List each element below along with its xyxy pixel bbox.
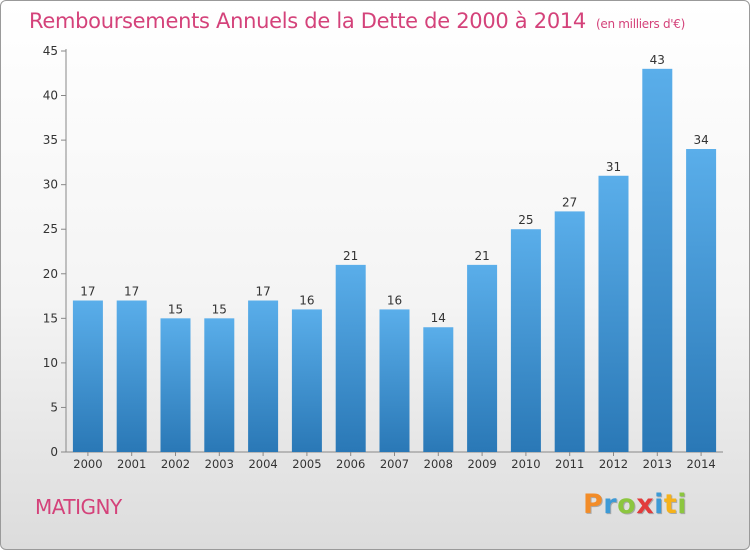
x-tick-label-2005: 2005 xyxy=(292,457,321,471)
x-tick-label-2009: 2009 xyxy=(467,457,496,471)
proxiti-logo: Proxiti xyxy=(583,489,687,520)
chart-title: Remboursements Annuels de la Dette de 20… xyxy=(29,9,685,33)
title-text: Remboursements Annuels de la Dette de 20… xyxy=(29,9,586,33)
bar-2010 xyxy=(510,229,541,452)
bar-2007 xyxy=(379,309,410,452)
data-label-2011: 27 xyxy=(562,195,577,209)
logo-letter: i xyxy=(677,489,688,520)
y-tick-label-35: 35 xyxy=(43,133,58,147)
logo-letter: o xyxy=(617,489,637,520)
data-label-2008: 14 xyxy=(431,311,446,325)
logo-letter: t xyxy=(663,489,678,520)
bar-2003 xyxy=(204,318,235,452)
x-tick-label-2008: 2008 xyxy=(424,457,453,471)
logo-letter: x xyxy=(636,489,655,520)
x-tick-label-2012: 2012 xyxy=(599,457,628,471)
bar-2012 xyxy=(598,175,629,452)
data-label-2012: 31 xyxy=(606,160,621,174)
city-name: MATIGNY xyxy=(35,495,122,519)
data-label-2009: 21 xyxy=(474,249,489,263)
x-tick-label-2000: 2000 xyxy=(73,457,102,471)
data-label-2010: 25 xyxy=(518,213,533,227)
data-label-2007: 16 xyxy=(387,293,402,307)
x-tick-label-2007: 2007 xyxy=(380,457,409,471)
data-label-2000: 17 xyxy=(80,285,95,299)
bar-2006 xyxy=(335,264,366,452)
bar-2001 xyxy=(116,300,147,452)
x-tick-label-2013: 2013 xyxy=(643,457,672,471)
logo-letter: i xyxy=(654,489,664,520)
bar-2002 xyxy=(160,318,191,452)
x-tick-label-2003: 2003 xyxy=(205,457,234,471)
x-tick-label-2006: 2006 xyxy=(336,457,365,471)
x-tick-label-2004: 2004 xyxy=(248,457,277,471)
bar-2014 xyxy=(686,149,717,452)
logo-letter: P xyxy=(583,489,604,520)
data-label-2014: 34 xyxy=(693,133,708,147)
bar-2013 xyxy=(642,68,673,453)
bar-2000 xyxy=(72,300,103,452)
bar-2008 xyxy=(423,327,454,452)
bar-2004 xyxy=(248,300,279,452)
data-label-2004: 17 xyxy=(255,285,270,299)
y-tick-label-40: 40 xyxy=(43,89,58,103)
bar-2005 xyxy=(291,309,322,452)
y-tick-label-30: 30 xyxy=(43,178,58,192)
x-tick-label-2002: 2002 xyxy=(161,457,190,471)
data-label-2013: 43 xyxy=(650,53,665,67)
bar-2011 xyxy=(554,211,585,452)
y-tick-label-25: 25 xyxy=(43,222,58,236)
y-tick-label-0: 0 xyxy=(50,445,58,459)
bar-2009 xyxy=(467,264,498,452)
data-label-2005: 16 xyxy=(299,293,314,307)
title-unit: (en milliers d'€) xyxy=(596,17,686,31)
logo-letter: r xyxy=(603,489,618,520)
x-tick-label-2011: 2011 xyxy=(555,457,584,471)
y-tick-label-45: 45 xyxy=(43,44,58,58)
data-label-2002: 15 xyxy=(168,302,183,316)
data-label-2006: 21 xyxy=(343,249,358,263)
y-tick-label-15: 15 xyxy=(43,311,58,325)
x-tick-label-2001: 2001 xyxy=(117,457,146,471)
x-tick-label-2014: 2014 xyxy=(686,457,715,471)
y-tick-label-10: 10 xyxy=(43,356,58,370)
data-label-2003: 15 xyxy=(212,302,227,316)
data-label-2001: 17 xyxy=(124,285,139,299)
y-tick-label-5: 5 xyxy=(50,400,58,414)
y-tick-label-20: 20 xyxy=(43,267,58,281)
x-tick-label-2010: 2010 xyxy=(511,457,540,471)
